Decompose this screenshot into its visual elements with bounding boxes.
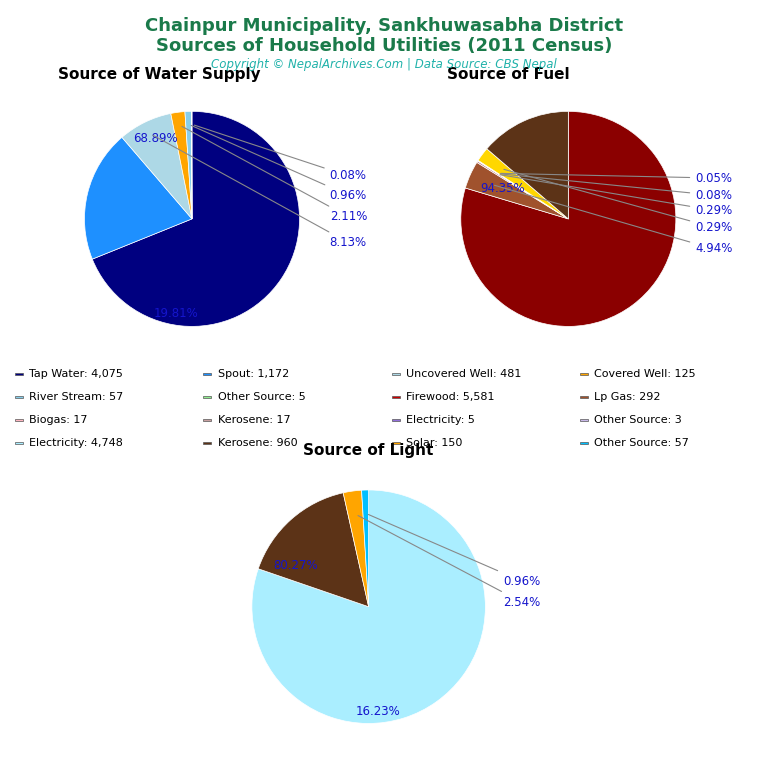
Bar: [580, 396, 588, 398]
Text: Lp Gas: 292: Lp Gas: 292: [594, 392, 660, 402]
Text: Electricity: 4,748: Electricity: 4,748: [29, 438, 123, 448]
Wedge shape: [478, 149, 568, 219]
Text: 4.94%: 4.94%: [495, 185, 733, 256]
Wedge shape: [122, 114, 192, 219]
Text: Sources of Household Utilities (2011 Census): Sources of Household Utilities (2011 Cen…: [156, 37, 612, 55]
Bar: [15, 396, 23, 398]
Text: 0.96%: 0.96%: [369, 515, 540, 588]
Text: 0.08%: 0.08%: [501, 174, 732, 202]
Wedge shape: [258, 493, 369, 607]
Text: Copyright © NepalArchives.Com | Data Source: CBS Nepal: Copyright © NepalArchives.Com | Data Sou…: [211, 58, 557, 71]
Wedge shape: [170, 111, 192, 219]
Bar: [204, 396, 211, 398]
Text: 16.23%: 16.23%: [356, 705, 400, 718]
Wedge shape: [465, 162, 568, 219]
Text: Electricity: 5: Electricity: 5: [406, 415, 475, 425]
Text: Covered Well: 125: Covered Well: 125: [594, 369, 696, 379]
Bar: [15, 419, 23, 421]
Wedge shape: [478, 161, 568, 219]
Text: 0.05%: 0.05%: [501, 171, 732, 184]
Text: 0.08%: 0.08%: [194, 125, 366, 182]
Text: Chainpur Municipality, Sankhuwasabha District: Chainpur Municipality, Sankhuwasabha Dis…: [145, 17, 623, 35]
Wedge shape: [343, 490, 369, 607]
Text: 94.35%: 94.35%: [480, 182, 525, 195]
Text: Solar: 150: Solar: 150: [406, 438, 462, 448]
Wedge shape: [252, 490, 485, 723]
Text: Biogas: 17: Biogas: 17: [29, 415, 88, 425]
Bar: [204, 442, 211, 444]
Wedge shape: [487, 111, 568, 219]
Bar: [392, 419, 399, 421]
Text: Tap Water: 4,075: Tap Water: 4,075: [29, 369, 123, 379]
Bar: [15, 442, 23, 444]
Wedge shape: [84, 137, 192, 259]
Bar: [580, 419, 588, 421]
Bar: [580, 373, 588, 375]
Text: 68.89%: 68.89%: [133, 132, 177, 144]
Text: 0.29%: 0.29%: [500, 175, 733, 217]
Wedge shape: [362, 490, 369, 607]
Wedge shape: [185, 111, 192, 219]
Text: 8.13%: 8.13%: [153, 135, 367, 249]
Text: 2.54%: 2.54%: [358, 515, 540, 608]
Wedge shape: [92, 111, 300, 326]
Text: River Stream: 57: River Stream: 57: [29, 392, 124, 402]
Text: 19.81%: 19.81%: [154, 307, 198, 320]
Text: 80.27%: 80.27%: [273, 559, 317, 572]
Bar: [204, 419, 211, 421]
Text: 2.11%: 2.11%: [182, 127, 367, 223]
Text: Source of Water Supply: Source of Water Supply: [58, 67, 260, 82]
Bar: [392, 442, 399, 444]
Text: Firewood: 5,581: Firewood: 5,581: [406, 392, 494, 402]
Wedge shape: [478, 161, 568, 219]
Wedge shape: [461, 111, 676, 326]
Text: Kerosene: 960: Kerosene: 960: [217, 438, 297, 448]
Text: Other Source: 57: Other Source: 57: [594, 438, 689, 448]
Text: Other Source: 3: Other Source: 3: [594, 415, 681, 425]
Bar: [392, 396, 399, 398]
Text: Uncovered Well: 481: Uncovered Well: 481: [406, 369, 521, 379]
Bar: [15, 373, 23, 375]
Bar: [392, 373, 399, 375]
Title: Source of Light: Source of Light: [303, 443, 434, 458]
Text: Other Source: 5: Other Source: 5: [217, 392, 305, 402]
Text: 0.96%: 0.96%: [191, 125, 367, 202]
Wedge shape: [477, 161, 568, 219]
Bar: [204, 373, 211, 375]
Text: Source of Fuel: Source of Fuel: [447, 67, 570, 82]
Text: Kerosene: 17: Kerosene: 17: [217, 415, 290, 425]
Bar: [580, 442, 588, 444]
Text: Spout: 1,172: Spout: 1,172: [217, 369, 289, 379]
Text: 0.29%: 0.29%: [504, 170, 733, 234]
